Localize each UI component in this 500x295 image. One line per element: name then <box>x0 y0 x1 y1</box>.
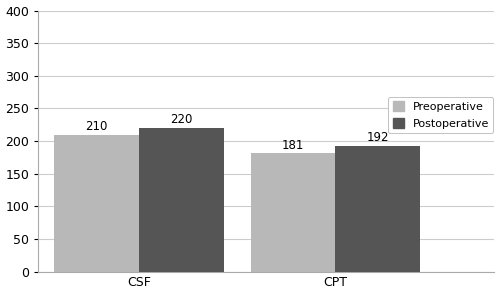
Text: 181: 181 <box>282 139 304 152</box>
Text: 220: 220 <box>170 113 193 126</box>
Bar <box>336 146 420 272</box>
Bar <box>54 135 139 272</box>
Legend: Preoperative, Postoperative: Preoperative, Postoperative <box>388 97 494 133</box>
Bar <box>250 153 336 272</box>
Text: 192: 192 <box>366 131 389 144</box>
Bar <box>139 128 224 272</box>
Text: 210: 210 <box>86 119 108 132</box>
